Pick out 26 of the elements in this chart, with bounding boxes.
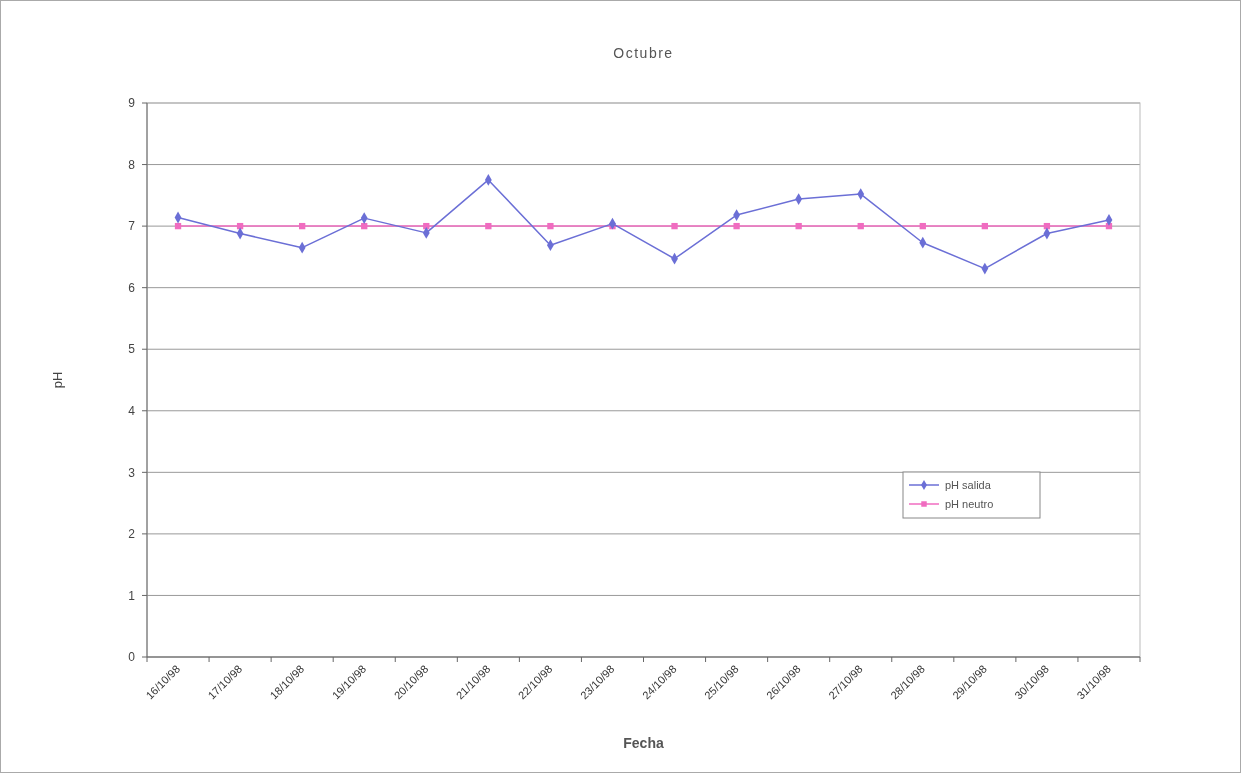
point [919,222,926,230]
y-tick-label: 3 [128,465,136,480]
point [795,222,802,230]
legend-label: pH neutro [945,497,994,510]
point [298,222,306,230]
point [361,222,368,230]
point [857,222,864,230]
point [547,222,554,230]
y-tick-label: 6 [128,280,136,295]
y-tick-label: 8 [128,157,136,172]
point [174,222,182,230]
y-tick-label: 0 [128,650,136,665]
point [485,222,492,230]
y-axis-title: pH [50,371,65,389]
point [733,222,740,230]
y-tick-label: 5 [128,342,136,357]
point [671,222,678,230]
chart-title: Octubre [613,45,674,61]
y-tick-label: 1 [128,588,136,603]
y-tick-label: 9 [128,96,136,111]
y-tick-label: 2 [128,527,136,542]
y-tick-label: 7 [128,219,136,234]
x-axis-title: Fecha [623,735,664,751]
point [981,222,989,230]
legend-label: pH salida [945,478,992,491]
y-tick-label: 4 [128,403,136,418]
